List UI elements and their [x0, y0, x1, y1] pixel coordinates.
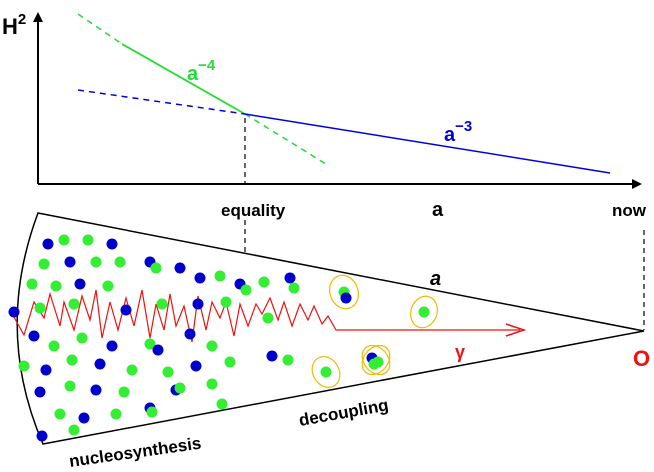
baryon-particle-blue	[64, 256, 76, 268]
matter-line	[244, 113, 611, 174]
baryon-particle-green	[162, 366, 174, 378]
baryon-particle-green	[34, 302, 46, 314]
baryon-particle-blue	[94, 358, 106, 370]
matter-scaling-label: a−3	[444, 118, 472, 146]
y-axis-label: H2	[2, 11, 26, 39]
baryon-particle-green	[262, 312, 274, 324]
baryon-particle-green	[68, 298, 80, 310]
baryon-particle-blue	[184, 328, 196, 340]
atom-orbit	[361, 344, 391, 376]
baryon-particle-blue	[34, 386, 46, 398]
observer-label: O	[633, 346, 650, 371]
baryon-particle-green	[102, 280, 114, 292]
photon-arrowhead	[505, 323, 527, 337]
baryon-particle-blue	[106, 238, 118, 250]
baryon-particle-green	[288, 282, 300, 294]
radiation-scaling-label: a−4	[187, 57, 216, 85]
baryon-particle-blue	[28, 330, 40, 342]
baryon-particle-green	[418, 306, 430, 318]
radiation-line-dashed-late	[244, 113, 327, 165]
photon-path	[9, 289, 520, 343]
baryon-particle-green	[90, 256, 102, 268]
baryon-particle-blue	[174, 262, 186, 274]
matter-line-dashed	[77, 89, 246, 115]
baryon-particle-green	[206, 340, 218, 352]
baryon-particle-blue	[106, 340, 118, 352]
baryon-particle-blue	[78, 412, 90, 424]
baryon-particle-blue	[90, 384, 102, 396]
baryon-particle-green	[368, 358, 380, 370]
baryon-particle-green	[240, 284, 252, 296]
baryon-particle-blue	[120, 304, 132, 316]
baryon-particle-green	[174, 382, 186, 394]
baryon-particles	[8, 234, 430, 442]
baryon-particle-blue	[266, 350, 278, 362]
baryon-particle-green	[26, 278, 38, 290]
baryon-particle-blue	[8, 306, 20, 318]
baryon-particle-green	[66, 354, 78, 366]
baryon-particle-green	[110, 408, 122, 420]
baryon-particle-blue	[340, 292, 352, 304]
baryon-particle-green	[18, 360, 30, 372]
baryon-particle-green	[114, 256, 126, 268]
nucleosynthesis-label: nucleosynthesis	[68, 434, 203, 471]
cone-scale-label: a	[430, 268, 441, 290]
atom-orbit	[361, 344, 391, 376]
baryon-particle-blue	[192, 298, 204, 310]
baryon-particle-green	[58, 234, 70, 246]
photon-label: γ	[455, 342, 465, 362]
light-cone: a γ O decoupling nucleosynthesis	[8, 212, 650, 471]
baryon-particle-green	[216, 398, 228, 410]
radiation-line	[121, 43, 246, 115]
baryon-particle-green	[146, 406, 158, 418]
baryon-particle-green	[220, 296, 232, 308]
atom-orbit	[311, 356, 341, 388]
baryon-particle-green	[224, 356, 236, 368]
baryon-particle-green	[156, 298, 168, 310]
tick-label-now: now	[612, 201, 647, 220]
baryon-particle-green	[150, 262, 162, 274]
baryon-particle-blue	[284, 272, 296, 284]
baryon-particle-blue	[152, 344, 164, 356]
decoupling-label: decoupling	[297, 395, 390, 429]
baryon-particle-green	[50, 280, 62, 292]
baryon-particle-green	[258, 276, 270, 288]
baryon-particle-green	[64, 380, 76, 392]
baryon-particle-green	[68, 424, 80, 436]
cone-outline	[16, 212, 645, 445]
baryon-particle-blue	[74, 278, 86, 290]
baryon-particle-green	[48, 340, 60, 352]
baryon-particle-green	[214, 270, 226, 282]
x-axis-label: a	[432, 199, 444, 221]
baryon-particle-blue	[42, 238, 54, 250]
baryon-particle-green	[38, 258, 50, 270]
baryon-particle-green	[126, 364, 138, 376]
baryon-particle-blue	[40, 364, 52, 376]
atom-orbit	[410, 295, 438, 329]
expansion-plot: H2 a−4 a−3 equality a now	[2, 11, 647, 330]
tick-label-equality: equality	[221, 201, 286, 220]
atom-orbit	[329, 274, 359, 310]
baryon-particle-green	[76, 332, 88, 344]
baryon-particle-blue	[194, 272, 206, 284]
baryon-particle-green	[144, 338, 156, 350]
baryon-particle-green	[54, 408, 66, 420]
baryon-particle-blue	[190, 360, 202, 372]
baryon-particle-blue	[36, 430, 48, 442]
baryon-particle-green	[82, 234, 94, 246]
radiation-line-dashed-early	[77, 13, 123, 45]
baryon-particle-green	[282, 354, 294, 366]
baryon-particle-green	[118, 386, 130, 398]
baryon-particle-green	[206, 378, 218, 390]
baryon-particle-green	[320, 366, 332, 378]
